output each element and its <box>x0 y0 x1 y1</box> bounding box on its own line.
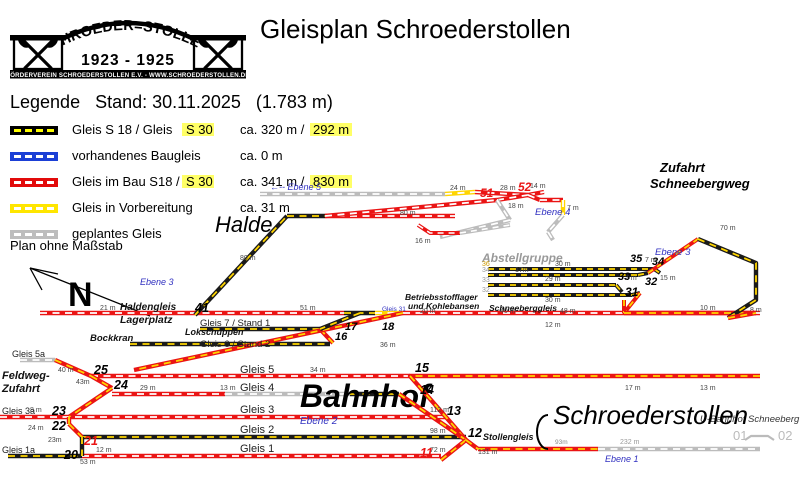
svg-text:14: 14 <box>420 383 434 397</box>
svg-text:Zufahrt: Zufahrt <box>659 160 705 175</box>
svg-text:Halde: Halde <box>215 212 272 237</box>
svg-text:Stollengleis: Stollengleis <box>483 432 534 442</box>
svg-text:112 m: 112 m <box>430 407 449 414</box>
svg-text:80 m: 80 m <box>400 210 416 217</box>
svg-text:20: 20 <box>63 448 78 462</box>
svg-text:12 m: 12 m <box>545 322 561 329</box>
svg-text:Lokschuppen: Lokschuppen <box>185 327 244 337</box>
svg-text:14 m: 14 m <box>530 183 546 190</box>
svg-text:32: 32 <box>645 276 657 288</box>
svg-text:Feldweg-: Feldweg- <box>2 370 50 382</box>
svg-text:70 m: 70 m <box>720 225 736 232</box>
svg-text:35: 35 <box>630 253 643 265</box>
svg-text:29 m: 29 m <box>140 385 156 392</box>
svg-text:01: 01 <box>733 428 747 443</box>
svg-text:80 m: 80 m <box>240 255 256 262</box>
svg-text:←‐‐ Ebene 5: ←‐‐ Ebene 5 <box>270 182 322 192</box>
svg-text:Gleis 3: Gleis 3 <box>240 404 274 416</box>
svg-text:Schroederstollen: Schroederstollen <box>553 400 748 430</box>
svg-text:23m: 23m <box>48 437 62 444</box>
svg-text:12 m: 12 m <box>96 447 112 454</box>
svg-text:18: 18 <box>382 321 395 333</box>
svg-text:Abstellgruppe: Abstellgruppe <box>481 251 563 265</box>
svg-text:24 m: 24 m <box>28 425 44 432</box>
svg-text:131 m: 131 m <box>478 449 498 456</box>
svg-text:18 m: 18 m <box>508 203 524 210</box>
svg-text:28 m: 28 m <box>500 185 516 192</box>
svg-text:12: 12 <box>468 426 482 440</box>
svg-text:93m: 93m <box>555 439 568 446</box>
svg-text:40 m: 40 m <box>58 367 74 374</box>
svg-text:17m: 17m <box>515 267 529 274</box>
svg-text:232 m: 232 m <box>620 439 640 446</box>
svg-text:51: 51 <box>480 186 494 200</box>
svg-text:Gleis 31: Gleis 31 <box>382 306 406 313</box>
svg-text:Zufahrt: Zufahrt <box>1 383 41 395</box>
svg-text:Ebene 3: Ebene 3 <box>140 277 174 287</box>
svg-text:17 m: 17 m <box>625 385 641 392</box>
svg-text:8 m: 8 m <box>30 407 42 414</box>
svg-text:15 m: 15 m <box>660 275 676 282</box>
svg-text:43m: 43m <box>76 379 90 386</box>
svg-text:Haldengleis: Haldengleis <box>120 302 177 313</box>
svg-text:Gleis 2: Gleis 2 <box>240 424 274 436</box>
svg-text:Schneebergweg: Schneebergweg <box>650 176 750 191</box>
svg-text:20 m: 20 m <box>420 308 436 315</box>
svg-text:98 m: 98 m <box>430 428 446 435</box>
svg-text:24 m: 24 m <box>450 185 466 192</box>
svg-text:Gleis 4: Gleis 4 <box>240 382 274 394</box>
svg-text:30 m: 30 m <box>545 297 561 304</box>
svg-text:7 m: 7 m <box>567 205 579 212</box>
svg-text:53 m: 53 m <box>80 459 96 466</box>
svg-text:Ebene 4: Ebene 4 <box>535 207 570 218</box>
svg-text:22: 22 <box>51 419 66 433</box>
svg-text:Ebene 1: Ebene 1 <box>605 454 639 464</box>
svg-text:48 m: 48 m <box>560 308 576 315</box>
svg-text:02: 02 <box>778 428 792 443</box>
svg-text:41: 41 <box>194 301 209 315</box>
svg-text:7 m: 7 m <box>645 257 657 264</box>
svg-text:13: 13 <box>447 404 461 418</box>
svg-text:Gleis 1: Gleis 1 <box>240 443 274 455</box>
svg-text:13 m: 13 m <box>700 385 716 392</box>
svg-text:21 m: 21 m <box>100 305 116 312</box>
svg-text:32: 32 <box>482 287 490 294</box>
svg-text:31: 31 <box>625 285 639 299</box>
svg-text:33: 33 <box>482 277 490 284</box>
svg-text:Lagerplatz: Lagerplatz <box>120 314 173 326</box>
svg-text:23: 23 <box>51 404 66 418</box>
svg-text:40 m: 40 m <box>500 308 516 315</box>
svg-text:16: 16 <box>335 331 348 343</box>
svg-text:Gleis 6 / Stand 2: Gleis 6 / Stand 2 <box>200 339 270 350</box>
svg-text:13 m: 13 m <box>220 385 236 392</box>
svg-text:24: 24 <box>113 378 128 392</box>
svg-text:72 m: 72 m <box>430 447 446 454</box>
svg-text:21: 21 <box>83 434 98 448</box>
svg-text:29 m: 29 m <box>545 276 561 283</box>
svg-text:Gleis 5: Gleis 5 <box>240 364 274 376</box>
svg-text:Ebene 2: Ebene 2 <box>300 416 338 427</box>
svg-text:34: 34 <box>482 267 490 274</box>
svg-text:7 m: 7 m <box>625 275 637 282</box>
svg-text:15: 15 <box>415 361 430 375</box>
svg-text:und Kohlebansen: und Kohlebansen <box>408 301 479 311</box>
svg-text:Bockkran: Bockkran <box>90 333 133 344</box>
svg-text:34 m: 34 m <box>310 367 326 374</box>
svg-text:Bahnhof: Bahnhof <box>300 378 433 414</box>
svg-text:16 m: 16 m <box>415 238 431 245</box>
svg-text:Gleis 1a: Gleis 1a <box>2 445 35 455</box>
svg-text:51 m: 51 m <box>300 305 316 312</box>
svg-text:36 m: 36 m <box>380 342 396 349</box>
svg-text:30 m: 30 m <box>555 261 571 268</box>
svg-text:Gleis 5a: Gleis 5a <box>12 349 45 359</box>
svg-text:25: 25 <box>93 363 109 377</box>
